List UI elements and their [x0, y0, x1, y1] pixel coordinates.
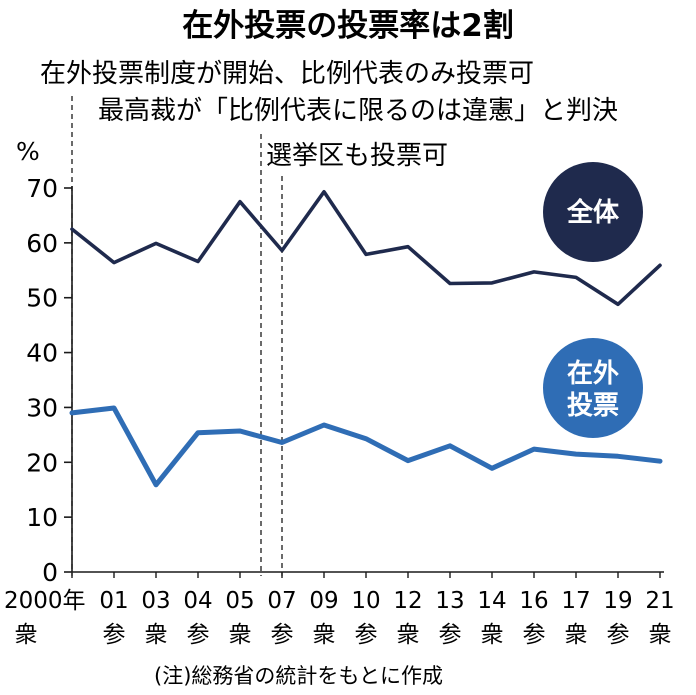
x-tick-election-type: 参	[355, 622, 378, 648]
annotation-district: 選挙区も投票可	[266, 141, 448, 171]
y-axis-unit: %	[16, 137, 40, 166]
x-tick-year: 19	[603, 588, 632, 614]
data-point	[239, 201, 241, 203]
data-point	[155, 242, 157, 244]
x-tick-election-type: 衆	[565, 622, 588, 648]
y-tick-label: 20	[26, 448, 58, 477]
annotation-start: 在外投票制度が開始、比例代表のみ投票可	[40, 59, 534, 89]
x-tick-year: 09	[309, 588, 338, 614]
y-tick-label: 30	[26, 393, 58, 422]
y-tick-label: 70	[26, 174, 58, 203]
data-point	[533, 271, 535, 273]
series-label-total: 全体	[566, 197, 620, 228]
data-point	[239, 430, 241, 432]
x-tick-year: 21	[645, 588, 674, 614]
data-point	[449, 282, 451, 284]
x-tick-year: 14	[477, 588, 506, 614]
series-group	[69, 190, 663, 488]
x-tick-election-type: 参	[607, 622, 630, 648]
x-tick-election-type: 参	[523, 622, 546, 648]
data-point	[533, 448, 535, 450]
x-tick-election-type: 衆	[313, 622, 336, 648]
x-axis-ticks: 2000年衆01参03衆04参05衆07参09衆10参12衆13参14衆16参1…	[4, 571, 675, 648]
data-point	[659, 460, 661, 462]
y-tick-label: 10	[26, 503, 58, 532]
x-tick-year: 16	[519, 588, 548, 614]
annotation-court-ruling: 最高裁が「比例代表に限るのは違憲」と判決	[98, 96, 618, 126]
data-point	[659, 264, 661, 266]
x-tick-year: 13	[435, 588, 464, 614]
y-tick-label: 50	[26, 284, 58, 313]
data-point	[113, 407, 115, 409]
data-point	[491, 467, 493, 469]
x-tick-year: 01	[99, 588, 128, 614]
annotation-lines	[71, 96, 283, 576]
series-label-overseas-line: 在外	[567, 359, 619, 389]
y-tick-label: 60	[26, 229, 58, 258]
x-tick-year: 05	[225, 588, 254, 614]
x-tick-election-type: 参	[187, 622, 210, 648]
data-point	[617, 455, 619, 457]
data-point	[407, 246, 409, 248]
data-point	[491, 282, 493, 284]
x-tick-year: 17	[561, 588, 590, 614]
x-tick-election-type: 衆	[229, 622, 252, 648]
data-point	[71, 412, 73, 414]
data-point	[155, 484, 157, 486]
data-point	[365, 438, 367, 440]
x-tick-election-type: 参	[271, 622, 294, 648]
x-tick-year: 2000年	[4, 588, 86, 614]
data-point	[197, 432, 199, 434]
y-tick-label: 40	[26, 339, 58, 368]
y-tick-label: 0	[42, 558, 58, 587]
x-tick-election-type: 衆	[145, 622, 168, 648]
x-tick-year: 10	[351, 588, 380, 614]
data-point	[281, 442, 283, 444]
data-point	[323, 424, 325, 426]
x-tick-election-type: 衆	[397, 622, 420, 648]
x-tick-election-type: 衆	[481, 622, 504, 648]
series-label-overseas-badge	[543, 338, 643, 438]
data-point	[407, 460, 409, 462]
data-point	[365, 253, 367, 255]
data-point	[449, 445, 451, 447]
x-tick-election-type: 参	[439, 622, 462, 648]
series-label-total-badge	[543, 162, 643, 262]
data-point	[617, 303, 619, 305]
data-point	[71, 228, 73, 230]
x-tick-year: 04	[183, 588, 212, 614]
data-point	[281, 250, 283, 252]
data-point	[197, 261, 199, 263]
x-tick-election-type: 衆	[649, 622, 672, 648]
data-point	[575, 276, 577, 278]
source-note: (注)総務省の統計をもとに作成	[154, 664, 443, 688]
data-point	[323, 191, 325, 193]
chart-title: 在外投票の投票率は2割	[182, 8, 514, 44]
data-point	[575, 453, 577, 455]
x-tick-election-type: 衆	[15, 622, 38, 648]
x-tick-year: 12	[393, 588, 422, 614]
x-tick-election-type: 参	[103, 622, 126, 648]
axes: 0 10 20 30 40 50 60 70	[26, 174, 73, 587]
x-tick-year: 07	[267, 588, 296, 614]
x-tick-year: 03	[141, 588, 170, 614]
data-point	[113, 262, 115, 264]
series-label-overseas-line: 投票	[567, 391, 619, 421]
